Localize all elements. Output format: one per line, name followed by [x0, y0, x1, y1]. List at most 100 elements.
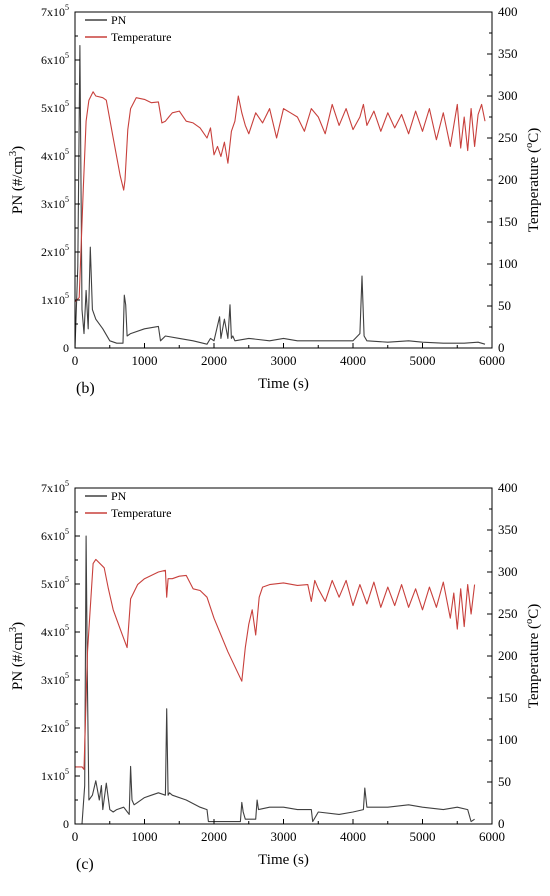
series-line-temperature: [75, 558, 476, 770]
y-left-tick-label: 4x105: [41, 147, 69, 163]
y-right-tick-label: 400: [498, 4, 518, 19]
y-left-tick-label: 2x105: [41, 719, 69, 735]
y-left-tick-exponent: 5: [65, 479, 69, 488]
y-left-tick-mantissa: 7x10: [41, 5, 65, 19]
y-left-tick-exponent: 5: [65, 51, 69, 60]
x-tick-label: 6000: [479, 829, 505, 844]
y-right-axis-title: Temperature (oC): [524, 128, 542, 233]
y-left-axis-title-close: ): [10, 146, 26, 151]
y-left-axis-title-sup: 3: [8, 627, 19, 632]
y-left-tick-mantissa: 6x10: [41, 53, 65, 67]
y-left-tick-label: 0: [63, 341, 69, 355]
y-left-tick-label: 3x105: [41, 195, 69, 211]
y-left-tick-label: 6x105: [41, 51, 69, 67]
y-left-tick-exponent: 5: [65, 3, 69, 12]
y-left-tick-mantissa: 3x10: [41, 673, 65, 687]
y-right-tick-label: 300: [498, 564, 518, 579]
y-right-tick-label: 150: [498, 690, 518, 705]
legend-label-temperature: Temperature: [111, 30, 171, 44]
y-right-tick-label: 100: [498, 732, 518, 747]
y-right-axis-title-base: Temperature (: [526, 148, 542, 232]
y-right-axis-title-close: C): [526, 604, 542, 619]
y-left-tick-exponent: 5: [65, 291, 69, 300]
y-left-axis-title-base: PN (#/cm: [10, 632, 26, 690]
x-axis-title: Time (s): [258, 852, 309, 868]
y-left-tick-label: 0: [63, 817, 69, 831]
panel-label: (c): [76, 856, 94, 873]
y-left-tick-label: 1x105: [41, 767, 69, 783]
y-left-tick-exponent: 5: [65, 243, 69, 252]
y-left-tick-exponent: 5: [65, 99, 69, 108]
y-left-tick-label: 3x105: [41, 671, 69, 687]
y-right-tick-label: 300: [498, 88, 518, 103]
y-left-tick-mantissa: 7x10: [41, 481, 65, 495]
y-left-tick-exponent: 5: [65, 719, 69, 728]
y-right-tick-label: 200: [498, 648, 518, 663]
x-tick-label: 3000: [271, 353, 297, 368]
legend-label-pn: PN: [111, 13, 127, 27]
y-left-tick-label: 2x105: [41, 243, 69, 259]
y-right-tick-label: 100: [498, 256, 518, 271]
y-left-axis-title-base: PN (#/cm: [10, 156, 26, 214]
y-left-tick-label: 6x105: [41, 527, 69, 543]
y-left-tick-mantissa: 6x10: [41, 529, 65, 543]
y-left-tick-label: 5x105: [41, 575, 69, 591]
y-right-axis-title-sup: o: [524, 619, 535, 624]
y-left-tick-mantissa: 5x10: [41, 101, 65, 115]
y-left-tick-mantissa: 0: [63, 817, 69, 831]
y-left-tick-mantissa: 3x10: [41, 197, 65, 211]
y-right-tick-label: 250: [498, 130, 518, 145]
chart-svg-b: 0 1000 2000 3000 4000 5000 600001x1052x1053x10…: [8, 3, 542, 397]
y-left-tick-exponent: 5: [65, 767, 69, 776]
y-left-tick-mantissa: 1x10: [41, 769, 65, 783]
x-tick-label: 5000: [410, 829, 436, 844]
series-line-pn: [75, 45, 486, 348]
y-left-tick-mantissa: 4x10: [41, 149, 65, 163]
y-left-tick-mantissa: 5x10: [41, 577, 65, 591]
y-right-axis-title-base: Temperature (: [526, 624, 542, 708]
plot-frame: [74, 11, 493, 349]
x-tick-label: 6000: [479, 353, 505, 368]
y-left-tick-mantissa: 2x10: [41, 721, 65, 735]
y-left-tick-label: 7x105: [41, 479, 69, 495]
x-tick-label: 5000: [410, 353, 436, 368]
y-right-tick-label: 250: [498, 606, 518, 621]
legend-label-pn: PN: [111, 489, 127, 503]
x-tick-label: 0: [72, 353, 79, 368]
x-tick-label: 0: [72, 829, 79, 844]
y-left-axis-title: PN (#/cm3): [8, 146, 26, 214]
y-left-tick-exponent: 5: [65, 195, 69, 204]
y-left-tick-exponent: 5: [65, 671, 69, 680]
series-line-pn: [75, 535, 475, 824]
chart-panel-b: 0 1000 2000 3000 4000 5000 6000 0 1x105 2x105 3x10…: [0, 0, 550, 420]
y-left-tick-exponent: 5: [65, 527, 69, 536]
y-left-tick-label: 5x105: [41, 99, 69, 115]
plot-frame: [74, 487, 493, 825]
x-axis-title: Time (s): [258, 376, 309, 392]
y-right-axis-title-close: C): [526, 128, 542, 143]
y-right-tick-label: 50: [498, 298, 511, 313]
x-tick-label: 3000: [271, 829, 297, 844]
y-right-tick-label: 50: [498, 774, 511, 789]
y-right-tick-label: 350: [498, 46, 518, 61]
y-right-tick-label: 0: [498, 340, 505, 355]
y-right-tick-label: 400: [498, 480, 518, 495]
y-left-axis-title-sup: 3: [8, 151, 19, 156]
chart-svg-c: 0 1000 2000 3000 4000 5000 600001x1052x1053x10…: [8, 479, 542, 873]
y-left-tick-exponent: 5: [65, 575, 69, 584]
y-left-tick-mantissa: 0: [63, 341, 69, 355]
x-tick-label: 2000: [201, 353, 227, 368]
series-line-temperature: [75, 91, 486, 303]
y-right-tick-label: 0: [498, 816, 505, 831]
x-tick-label: 1000: [132, 353, 158, 368]
y-left-tick-label: 4x105: [41, 623, 69, 639]
y-right-axis-title: Temperature (oC): [524, 604, 542, 709]
legend-label-temperature: Temperature: [111, 506, 171, 520]
y-left-tick-label: 1x105: [41, 291, 69, 307]
y-left-tick-label: 7x105: [41, 3, 69, 19]
panel-label: (b): [76, 380, 95, 397]
y-left-axis-title-close: ): [10, 622, 26, 627]
x-tick-label: 1000: [132, 829, 158, 844]
y-left-tick-exponent: 5: [65, 623, 69, 632]
x-tick-label: 2000: [201, 829, 227, 844]
